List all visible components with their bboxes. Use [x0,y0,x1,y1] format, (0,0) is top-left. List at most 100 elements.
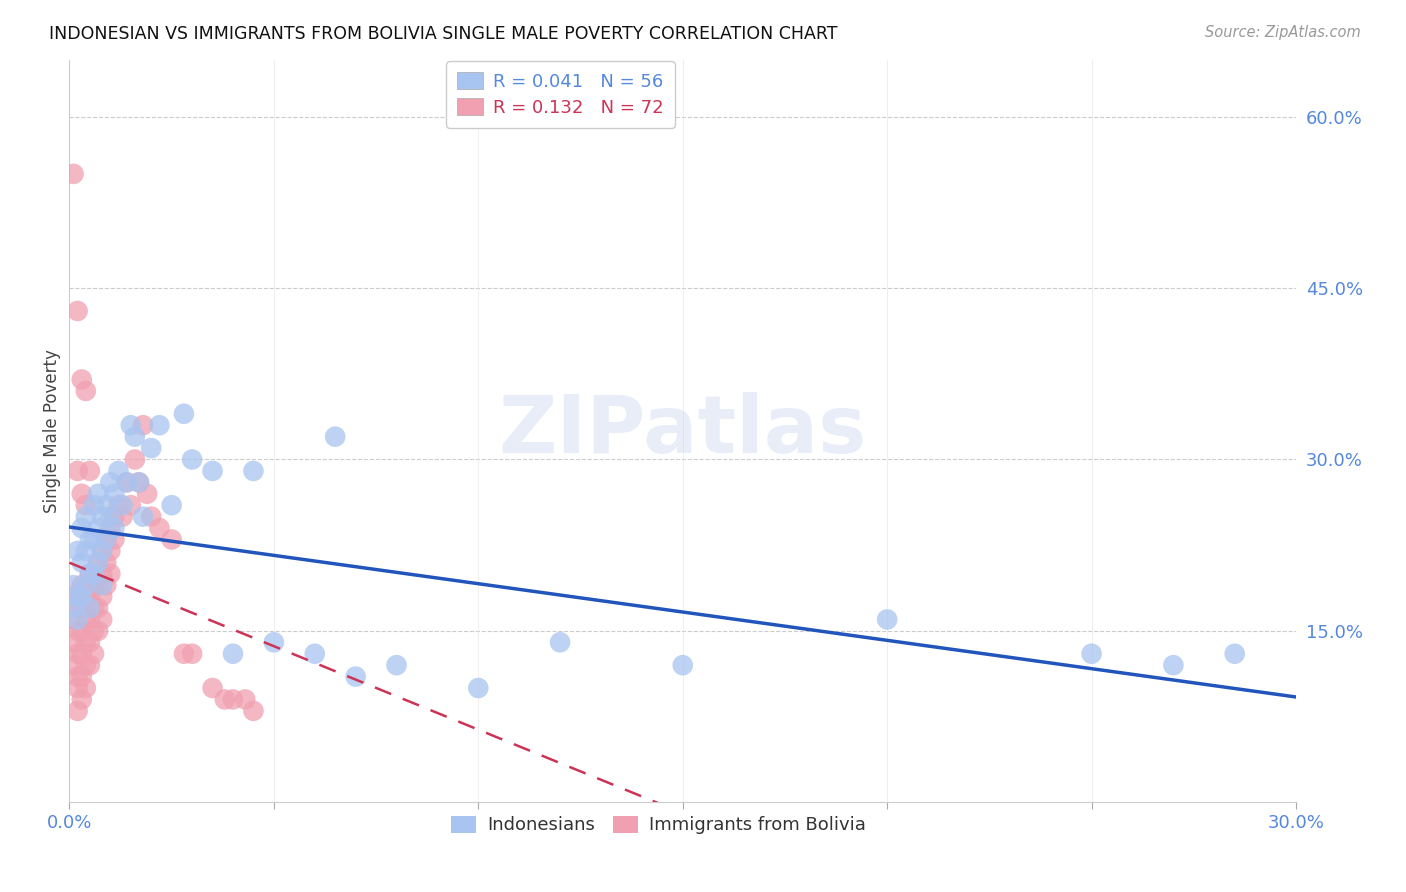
Point [91,544,114,558]
Point [124,452,146,467]
Point [87,487,110,501]
Point [173,647,195,661]
Point [1163,658,1185,673]
Point [62,601,84,615]
Point [136,487,159,501]
Point [66,544,89,558]
Point [75,590,97,604]
Point [98,521,121,535]
Point [181,647,204,661]
Point [70,601,93,615]
Point [75,509,97,524]
Point [344,670,367,684]
Text: Source: ZipAtlas.com: Source: ZipAtlas.com [1205,25,1361,40]
Point [66,670,89,684]
Point [70,555,93,569]
Point [1223,647,1246,661]
Point [96,498,118,512]
Point [70,578,93,592]
Point [233,692,256,706]
Point [132,418,155,433]
Point [83,498,105,512]
Point [70,372,93,386]
Point [62,167,84,181]
Point [132,509,155,524]
Point [111,509,134,524]
Point [242,464,264,478]
Point [66,704,89,718]
Point [75,635,97,649]
Point [79,635,101,649]
Point [87,578,110,592]
Point [79,533,101,547]
Point [467,681,489,695]
Point [66,601,89,615]
Point [96,578,118,592]
Point [87,601,110,615]
Point [222,647,245,661]
Point [120,498,142,512]
Point [87,555,110,569]
Point [91,590,114,604]
Point [87,624,110,638]
Point [96,533,118,547]
Point [115,475,138,490]
Legend: Indonesians, Immigrants from Bolivia: Indonesians, Immigrants from Bolivia [440,805,876,846]
Point [201,681,224,695]
Point [323,430,346,444]
Point [79,658,101,673]
Point [62,612,84,626]
Point [83,566,105,581]
Point [222,692,245,706]
Point [70,670,93,684]
Point [173,407,195,421]
Text: ZIPatlas: ZIPatlas [499,392,868,470]
Point [98,544,121,558]
Point [83,624,105,638]
Point [91,612,114,626]
Point [83,533,105,547]
Point [141,441,163,455]
Point [96,555,118,569]
Point [103,509,125,524]
Point [66,612,89,626]
Point [75,681,97,695]
Point [111,498,134,512]
Point [66,681,89,695]
Point [66,624,89,638]
Point [141,509,163,524]
Point [75,544,97,558]
Text: INDONESIAN VS IMMIGRANTS FROM BOLIVIA SINGLE MALE POVERTY CORRELATION CHART: INDONESIAN VS IMMIGRANTS FROM BOLIVIA SI… [49,25,838,43]
Point [160,498,183,512]
Point [75,612,97,626]
Point [98,566,121,581]
Point [103,533,125,547]
Point [876,612,898,626]
Point [70,647,93,661]
Point [201,464,224,478]
Point [70,521,93,535]
Point [672,658,695,673]
Point [87,521,110,535]
Point [79,566,101,581]
Point [79,612,101,626]
Point [79,601,101,615]
Point [79,590,101,604]
Point [98,509,121,524]
Point [79,464,101,478]
Point [83,647,105,661]
Point [242,704,264,718]
Point [75,384,97,398]
Point [70,624,93,638]
Point [91,544,114,558]
Point [128,475,150,490]
Point [103,487,125,501]
Point [120,418,142,433]
Point [107,464,129,478]
Point [62,635,84,649]
Point [263,635,285,649]
Point [160,533,183,547]
Point [75,498,97,512]
Y-axis label: Single Male Poverty: Single Male Poverty [44,349,60,513]
Point [1080,647,1102,661]
